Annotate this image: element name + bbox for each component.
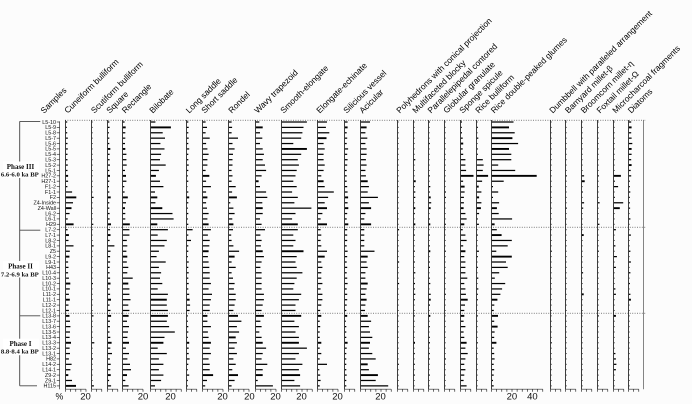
svg-text:F2: F2 [50, 195, 56, 201]
svg-text:20: 20 [217, 392, 228, 403]
svg-text:L13-1: L13-1 [42, 351, 56, 357]
svg-text:L5-8: L5-8 [45, 131, 56, 137]
svg-text:Z4-Inside: Z4-Inside [34, 201, 56, 207]
svg-text:L9-1: L9-1 [45, 260, 56, 266]
svg-text:H27-2: H27-2 [41, 174, 56, 180]
svg-text:H29: H29 [46, 222, 56, 228]
svg-text:L5-6: L5-6 [45, 141, 56, 147]
svg-text:L8-2: L8-2 [45, 238, 56, 244]
svg-text:L13-5: L13-5 [42, 330, 56, 336]
svg-text:L13-6: L13-6 [42, 324, 56, 330]
svg-text:Phase II: Phase II [8, 262, 33, 270]
svg-text:L5-1: L5-1 [45, 168, 56, 174]
svg-text:20: 20 [138, 392, 149, 403]
svg-text:20: 20 [296, 392, 307, 403]
svg-text:L13-2: L13-2 [42, 346, 56, 352]
svg-text:L8-1: L8-1 [45, 244, 56, 250]
svg-text:L9-2: L9-2 [45, 254, 56, 260]
svg-text:20: 20 [244, 392, 255, 403]
svg-text:L11-2: L11-2 [43, 292, 56, 298]
svg-text:L11-1: L11-1 [43, 298, 56, 304]
svg-text:L12-1: L12-1 [42, 308, 56, 314]
svg-text:L10-2: L10-2 [42, 281, 56, 287]
svg-text:L6-2: L6-2 [45, 211, 56, 217]
svg-text:20: 20 [80, 392, 91, 403]
svg-text:Phase III: Phase III [7, 163, 35, 171]
svg-text:L5-7: L5-7 [45, 136, 56, 142]
svg-text:L10-1: L10-1 [42, 287, 56, 293]
svg-text:L5-10: L5-10 [42, 120, 56, 126]
svg-text:L13-8: L13-8 [42, 314, 56, 320]
svg-text:L7-1: L7-1 [45, 233, 56, 239]
svg-text:F1-2: F1-2 [45, 184, 56, 190]
svg-text:L7-2: L7-2 [45, 228, 56, 234]
svg-text:H43: H43 [46, 265, 56, 271]
svg-text:20: 20 [332, 392, 343, 403]
svg-text:Phase I: Phase I [10, 340, 32, 348]
svg-text:L13-4: L13-4 [42, 335, 56, 341]
svg-text:8.8-8.4 ka BP: 8.8-8.4 ka BP [1, 349, 39, 356]
svg-text:L6-1: L6-1 [45, 217, 56, 223]
svg-text:6.6-6.0 ka BP: 6.6-6.0 ka BP [1, 172, 39, 179]
svg-text:20: 20 [375, 392, 386, 403]
svg-text:%: % [55, 391, 63, 401]
svg-text:L13-7: L13-7 [42, 319, 56, 325]
svg-text:20: 20 [165, 392, 176, 403]
svg-text:Z9-1: Z9-1 [45, 378, 56, 384]
svg-text:L5-3: L5-3 [45, 158, 56, 164]
svg-text:20: 20 [507, 392, 518, 403]
svg-text:L5-9: L5-9 [45, 125, 56, 131]
svg-text:H82: H82 [46, 357, 56, 363]
svg-text:L10-4: L10-4 [42, 271, 56, 277]
svg-text:L14-2: L14-2 [42, 362, 56, 368]
svg-text:L12-2: L12-2 [42, 303, 56, 309]
svg-text:L14-1: L14-1 [42, 368, 56, 374]
svg-text:Z4-Wall: Z4-Wall [38, 206, 56, 212]
svg-text:F1-1: F1-1 [45, 190, 56, 196]
svg-text:L10-3: L10-3 [42, 276, 56, 282]
svg-text:H27-1: H27-1 [41, 179, 56, 185]
svg-text:L5-4: L5-4 [45, 152, 56, 158]
svg-text:L5-5: L5-5 [45, 147, 56, 153]
svg-text:H115: H115 [44, 384, 57, 390]
svg-text:Z9-2: Z9-2 [45, 373, 56, 379]
svg-text:20: 20 [270, 392, 281, 403]
svg-text:Z5: Z5 [50, 249, 56, 255]
svg-text:7.2-6.9 ka BP: 7.2-6.9 ka BP [1, 271, 39, 278]
svg-text:L5-2: L5-2 [45, 163, 56, 169]
svg-text:L13-3: L13-3 [42, 341, 56, 347]
svg-text:40: 40 [527, 392, 538, 403]
